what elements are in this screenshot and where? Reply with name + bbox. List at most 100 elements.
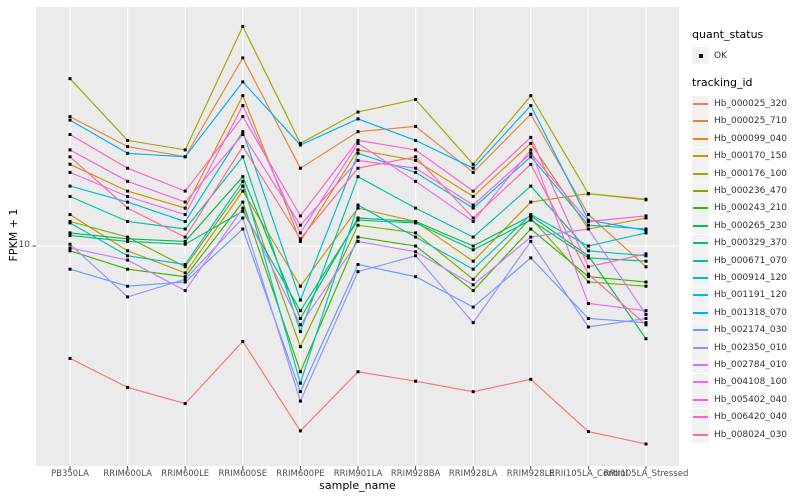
legend-item: Hb_000265_230 [692,217,800,235]
data-point [644,252,648,256]
data-point [586,430,590,434]
data-point [586,280,590,284]
data-point [414,179,418,183]
legend-key-swatch [692,408,709,426]
data-point [644,313,648,316]
data-point [356,117,360,121]
data-point [471,216,475,220]
y-axis-title: FPKM + 1 [7,208,20,262]
data-point [241,155,245,159]
x-tick-label: RRIM600LA [103,469,152,479]
data-point [414,250,418,254]
data-point [241,216,245,220]
legend-item: Hb_002350_010 [692,339,800,357]
data-point [586,272,590,276]
data-point [241,130,245,134]
data-point [298,231,302,235]
data-point [471,189,475,193]
legend-item-label: Hb_006420_040 [714,412,788,423]
data-point [298,317,302,320]
legend-item-label: Hb_004108_100 [714,377,788,388]
legend-item: Hb_000099_040 [692,130,800,148]
data-point [356,206,360,210]
data-point [414,166,418,170]
data-point [586,227,590,231]
data-point [126,295,130,299]
data-point [414,148,418,152]
legend-key-swatch [692,130,709,148]
data-point [529,151,533,155]
data-point [471,162,475,166]
data-point [414,98,418,101]
data-point [68,155,72,159]
legend-item: Hb_000025_710 [692,112,800,130]
data-point [586,244,590,248]
data-point [414,170,418,174]
data-point [68,133,72,136]
data-point [183,206,187,210]
point-marker-icon [698,53,703,58]
data-point [356,223,360,227]
legend-item-label: Hb_002784_010 [714,359,788,370]
x-tick-label: RRIM928LA [448,469,498,479]
legend-line-icon [693,242,708,245]
x-tick-label: RRII105LA_Control [549,469,628,479]
data-point [183,277,187,281]
data-point [644,231,648,235]
legend-key-point [692,47,709,65]
legend-item-label: Hb_000236_470 [714,186,788,197]
data-point [241,209,245,213]
data-point [68,231,72,235]
data-point [241,80,245,84]
data-point [471,390,475,394]
x-axis-title: sample_name [319,479,396,492]
data-point [471,248,475,252]
data-point [529,155,533,159]
data-point [241,145,245,149]
legend-line-icon [693,381,708,384]
data-point [126,284,130,288]
data-point [241,56,245,60]
legend-line-icon [693,398,708,401]
data-point [586,213,590,217]
legend-line-icon [693,416,708,419]
legend-item-label: Hb_002350_010 [714,342,788,353]
legend-line-icon [693,103,708,106]
legend-key-swatch [692,269,709,287]
data-point [241,206,245,210]
data-point [241,175,245,179]
data-point [529,104,533,108]
data-point [68,213,72,217]
legend-key-swatch [692,234,709,252]
legend-key-swatch [692,356,709,374]
legend-line-icon [693,259,708,262]
data-point [644,216,648,220]
data-point [298,309,302,313]
data-point [183,275,187,279]
data-point [471,203,475,207]
x-tick-label: RRIM928LE [506,469,555,479]
data-point [298,141,302,145]
data-point [471,277,475,281]
data-point [298,237,302,241]
data-point [529,213,533,217]
data-point [241,227,245,231]
data-point [644,214,648,218]
legend-item: Hb_008024_030 [692,426,800,443]
data-point [241,189,245,193]
legend-line-icon [693,172,708,175]
data-point [414,275,418,279]
legend-item: Hb_000170_150 [692,147,800,165]
legend-item-quant-ok: OK [692,47,800,65]
legend-item-label: Hb_000099_040 [714,133,788,144]
data-point [298,399,302,403]
legend-line-icon [693,276,708,279]
data-point [529,216,533,220]
legend-item-label: Hb_001191_120 [714,290,788,301]
legend-item: Hb_004108_100 [692,373,800,391]
data-point [356,239,360,243]
data-point [298,323,302,327]
data-point [356,270,360,274]
data-point [529,148,533,152]
